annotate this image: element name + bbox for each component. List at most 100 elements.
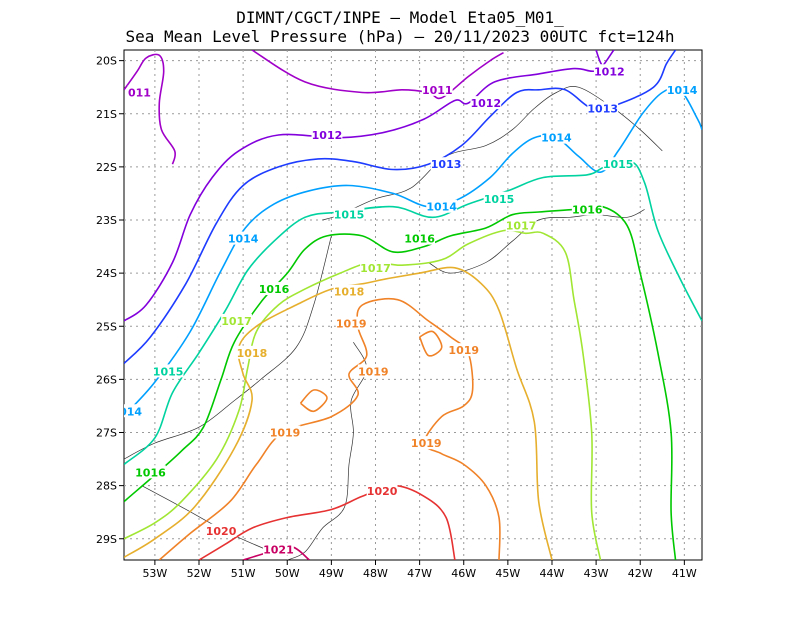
x-tick-label: 48W bbox=[363, 567, 388, 580]
contour-label-bg bbox=[221, 313, 252, 327]
contour-label: 1014 bbox=[541, 132, 572, 145]
contour-label-bg bbox=[335, 316, 367, 330]
contour-label: 1016 bbox=[404, 233, 435, 246]
x-tick-label: 46W bbox=[451, 567, 476, 580]
pressure-contours bbox=[124, 50, 702, 560]
contour-label: 1016 bbox=[572, 203, 603, 216]
chart-title-line-1: DIMNT/CGCT/INPE – Model Eta05_M01_ bbox=[236, 8, 564, 27]
contour-label-bg bbox=[127, 85, 152, 99]
contour-label-bg bbox=[360, 260, 391, 274]
x-tick-label: 43W bbox=[584, 567, 609, 580]
contour-label-bg bbox=[404, 231, 436, 245]
contour-label: 1011 bbox=[422, 84, 453, 97]
y-tick-label: 21S bbox=[96, 108, 117, 121]
contour-line-1017 bbox=[124, 229, 602, 560]
contour-label-bg bbox=[505, 218, 537, 232]
contour-label-bg bbox=[448, 343, 480, 357]
contour-label: 011 bbox=[128, 87, 151, 100]
contour-line-1019 bbox=[299, 389, 328, 413]
contour-label: 1016 bbox=[259, 283, 290, 296]
contour-label-bg bbox=[263, 542, 294, 556]
contour-label-bg bbox=[333, 284, 365, 298]
x-tick-label: 45W bbox=[495, 567, 520, 580]
contour-line-1019 bbox=[158, 297, 501, 560]
contour-label-bg bbox=[135, 465, 166, 479]
contour-label: 1014 bbox=[426, 201, 457, 214]
contour-label: 1014 bbox=[228, 233, 259, 246]
contour-label-bg bbox=[269, 425, 301, 439]
contour-label: 1017 bbox=[221, 315, 252, 328]
contour-label: 1015 bbox=[603, 158, 634, 171]
contour-labels: 011 1011 1012 1012 1012 1013 1013 1014 1014 1014 1… bbox=[119, 64, 698, 556]
grid-lines bbox=[124, 50, 702, 560]
contour-label-bg bbox=[205, 523, 237, 537]
x-tick-label: 42W bbox=[628, 567, 653, 580]
contour-label: 1019 bbox=[448, 344, 479, 357]
contour-label: 1016 bbox=[135, 466, 166, 479]
map-boundary-line bbox=[428, 209, 645, 274]
contour-label: 1021 bbox=[263, 543, 294, 556]
y-tick-label: 20S bbox=[96, 55, 117, 68]
contour-line-1011 bbox=[124, 53, 177, 165]
contour-label: 1019 bbox=[358, 365, 389, 378]
chart-title-line-2: Sea Mean Level Pressure (hPa) – 20/11/20… bbox=[125, 27, 675, 46]
contour-line-1020 bbox=[198, 484, 456, 560]
map-boundary-line bbox=[124, 235, 332, 460]
contour-line-1019 bbox=[418, 330, 443, 357]
contour-label-bg bbox=[357, 364, 389, 378]
contour-label-bg bbox=[258, 282, 290, 296]
contour-label: 1018 bbox=[237, 347, 268, 360]
contour-label: 1015 bbox=[334, 209, 365, 222]
y-tick-label: 29S bbox=[96, 533, 117, 546]
contour-label-bg bbox=[366, 483, 398, 497]
contour-label-bg bbox=[152, 364, 184, 378]
y-tick-label: 28S bbox=[96, 480, 117, 493]
contour-label: 1012 bbox=[470, 97, 501, 110]
contour-label-bg bbox=[470, 96, 502, 110]
contour-label: 1017 bbox=[360, 262, 391, 275]
contour-label: 1013 bbox=[587, 102, 618, 115]
contour-label: 1015 bbox=[484, 193, 515, 206]
x-tick-label: 41W bbox=[672, 567, 697, 580]
contour-label: 1018 bbox=[334, 286, 365, 299]
x-tick-label: 51W bbox=[231, 567, 256, 580]
contour-label-bg bbox=[483, 191, 515, 205]
y-tick-label: 27S bbox=[96, 427, 117, 440]
contour-label: 1014 bbox=[667, 84, 698, 97]
x-tick-label: 53W bbox=[142, 567, 167, 580]
axis-ticks: 53W 52W 51W 50W 49W 48W 47W 46W 45W 44W 43W 42W 41W 2… bbox=[96, 55, 697, 580]
contour-line-1016 bbox=[124, 205, 677, 560]
contour-label-bg bbox=[333, 207, 365, 221]
contour-label-bg bbox=[602, 157, 634, 171]
contour-label: 1013 bbox=[431, 158, 462, 171]
contour-line-1015 bbox=[124, 160, 702, 466]
contour-label: 1019 bbox=[270, 427, 301, 440]
map-boundaries bbox=[124, 86, 663, 560]
contour-label: 1020 bbox=[367, 485, 398, 498]
contour-label-bg bbox=[540, 130, 572, 144]
contour-label: 1020 bbox=[206, 525, 237, 538]
y-tick-label: 24S bbox=[96, 267, 117, 280]
contour-label-bg bbox=[421, 82, 453, 96]
contour-label: 014 bbox=[119, 405, 142, 418]
y-tick-label: 22S bbox=[96, 161, 117, 174]
contour-label: 1015 bbox=[153, 365, 184, 378]
contour-label-bg bbox=[236, 345, 268, 359]
x-tick-label: 52W bbox=[187, 567, 212, 580]
x-tick-label: 47W bbox=[407, 567, 432, 580]
contour-label-bg bbox=[571, 202, 603, 216]
contour-label-bg bbox=[124, 404, 143, 418]
y-tick-label: 23S bbox=[96, 214, 117, 227]
map-boundary-line bbox=[141, 485, 279, 556]
contour-label-bg bbox=[410, 436, 442, 450]
contour-label: 1019 bbox=[411, 437, 442, 450]
contour-label: 1017 bbox=[506, 219, 537, 232]
contour-line-1011 bbox=[251, 50, 504, 100]
contour-label-bg bbox=[227, 231, 259, 245]
map-boundary-line bbox=[287, 342, 368, 560]
contour-line-1012 bbox=[124, 50, 615, 322]
x-tick-label: 49W bbox=[319, 567, 344, 580]
contour-label-bg bbox=[593, 64, 625, 78]
y-tick-label: 25S bbox=[96, 320, 117, 333]
